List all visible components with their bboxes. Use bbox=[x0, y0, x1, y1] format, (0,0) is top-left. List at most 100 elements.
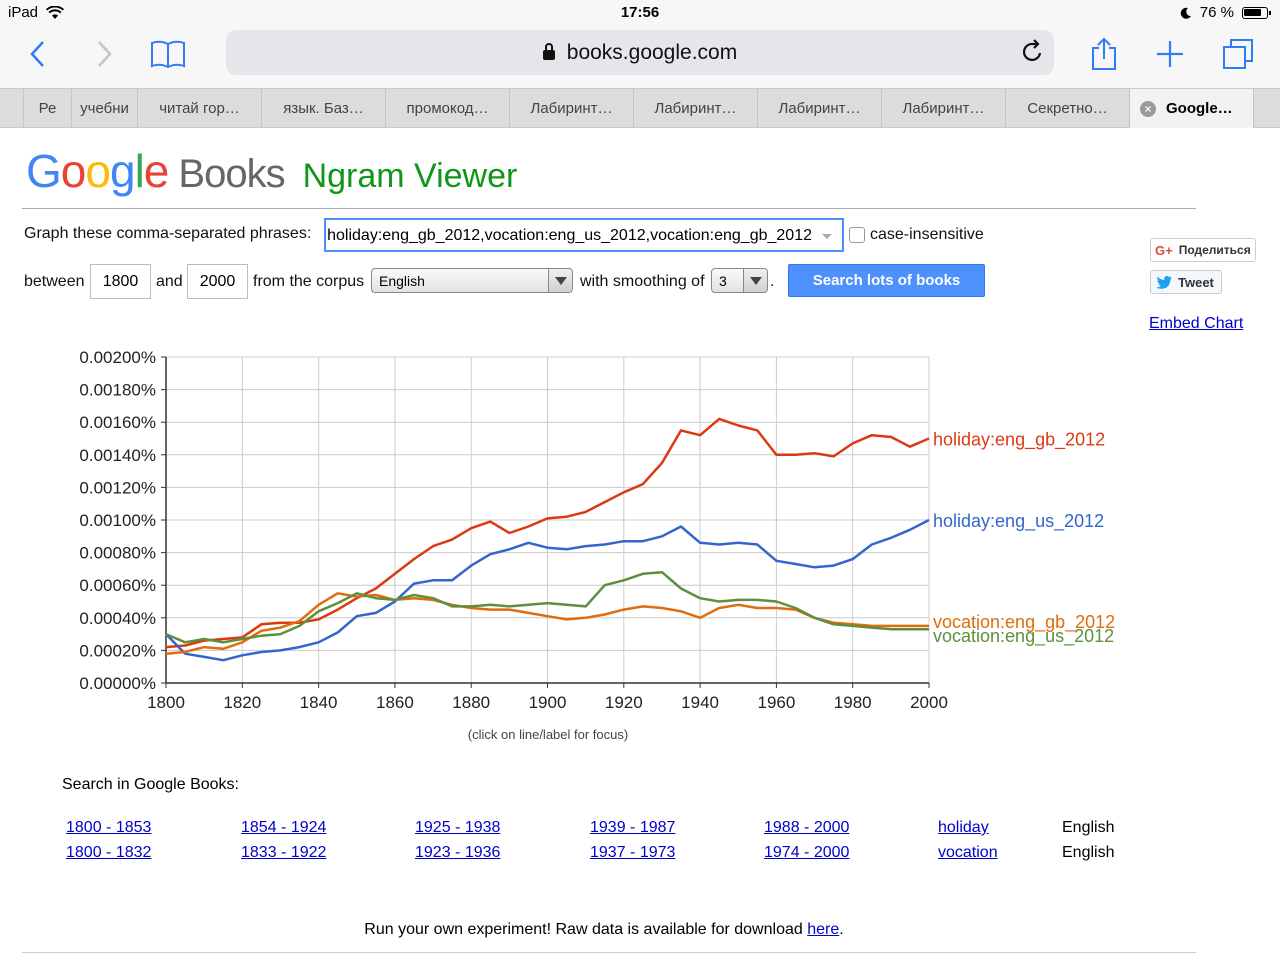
browser-tab[interactable]: Лабиринт… bbox=[510, 89, 634, 128]
y-tick-label: 0.00000% bbox=[79, 674, 156, 693]
bookmarks-icon[interactable] bbox=[148, 34, 188, 74]
corpus-select[interactable]: English bbox=[371, 268, 573, 293]
footer-text: Run your own experiment! Raw data is ava… bbox=[0, 921, 1208, 939]
google-wordmark: Google bbox=[26, 145, 169, 197]
tab-label: читай гор… bbox=[159, 100, 240, 117]
year-range-link[interactable]: 1937 - 1973 bbox=[590, 844, 676, 861]
browser-tab[interactable]: язык. Баз… bbox=[262, 89, 386, 128]
google-plus-share-button[interactable]: G+ Поделиться bbox=[1150, 238, 1256, 262]
browser-tab[interactable]: Ре bbox=[24, 89, 72, 128]
new-tab-icon[interactable] bbox=[1150, 34, 1190, 74]
phrases-input[interactable]: holiday:eng_gb_2012,vocation:eng_us_2012… bbox=[324, 218, 844, 252]
browser-tab[interactable]: учебни bbox=[72, 89, 138, 128]
reload-icon[interactable] bbox=[1022, 39, 1044, 63]
header-divider bbox=[22, 208, 1196, 209]
y-tick-label: 0.00180% bbox=[79, 381, 156, 400]
year-range-link[interactable]: 1854 - 1924 bbox=[241, 819, 327, 836]
browser-tab[interactable]: Лабиринт… bbox=[634, 89, 758, 128]
x-tick-label: 1820 bbox=[223, 693, 261, 712]
x-tick-label: 1940 bbox=[681, 693, 719, 712]
series-line[interactable] bbox=[165, 570, 929, 644]
books-wordmark: Books bbox=[178, 152, 285, 196]
footer-divider bbox=[22, 952, 1196, 953]
case-insensitive-checkbox[interactable] bbox=[849, 227, 865, 243]
search-button[interactable]: Search lots of books bbox=[788, 264, 985, 297]
close-tab-icon[interactable]: × bbox=[1140, 100, 1156, 117]
tweet-button[interactable]: Tweet bbox=[1150, 270, 1222, 294]
y-tick-label: 0.00200% bbox=[79, 348, 156, 367]
series-line[interactable] bbox=[165, 518, 930, 662]
browser-tab[interactable]: × Google… bbox=[1130, 89, 1254, 128]
footer-message: Run your own experiment! Raw data is ava… bbox=[364, 921, 808, 938]
year-range-link[interactable]: 1800 - 1832 bbox=[66, 844, 152, 861]
x-tick-label: 1800 bbox=[147, 693, 185, 712]
year-range-link[interactable]: 1974 - 2000 bbox=[764, 844, 850, 861]
status-time: 17:56 bbox=[620, 4, 660, 21]
year-range-link[interactable]: 1939 - 1987 bbox=[590, 819, 676, 836]
y-tick-label: 0.00060% bbox=[79, 576, 156, 595]
battery-icon bbox=[1242, 6, 1271, 19]
tab-label: промокод… bbox=[406, 100, 489, 117]
year-range-link[interactable]: 1833 - 1922 bbox=[241, 844, 327, 861]
share-label: Поделиться bbox=[1178, 243, 1251, 257]
x-tick-label: 1880 bbox=[452, 693, 490, 712]
y-tick-label: 0.00100% bbox=[79, 511, 156, 530]
year-range-link[interactable]: 1800 - 1853 bbox=[66, 819, 152, 836]
series-label[interactable]: holiday:eng_us_2012 bbox=[933, 511, 1104, 532]
corpus-value: English bbox=[379, 272, 425, 289]
y-tick-label: 0.00120% bbox=[79, 478, 156, 497]
search-in-heading: Search in Google Books: bbox=[62, 776, 239, 793]
case-insensitive-label: case-insensitive bbox=[870, 226, 984, 243]
ngram-chart[interactable]: 1800 1820 1840 1860 1880 1900 1920 1940 1960 1980… bbox=[40, 340, 1140, 720]
browser-tab[interactable]: Секретно… bbox=[1006, 89, 1130, 128]
smoothing-period: . bbox=[770, 273, 775, 290]
tab-label: Секретно… bbox=[1027, 100, 1108, 117]
twitter-bird-icon bbox=[1156, 275, 1172, 289]
forward-icon[interactable] bbox=[84, 34, 124, 74]
x-tick-label: 1920 bbox=[605, 693, 643, 712]
footer-period: . bbox=[839, 921, 844, 938]
term-link[interactable]: holiday bbox=[938, 819, 989, 836]
tweet-label: Tweet bbox=[1178, 274, 1214, 290]
dropdown-caret-icon bbox=[822, 234, 832, 239]
google-books-logo[interactable]: Google Books Ngram Viewer bbox=[26, 144, 517, 204]
device-name: iPad bbox=[8, 4, 39, 21]
x-tick-label: 1860 bbox=[376, 693, 414, 712]
series-label[interactable]: vocation:eng_gb_2012 bbox=[933, 612, 1115, 633]
tab-label: учебни bbox=[80, 100, 129, 117]
address-bar[interactable]: books.google.com bbox=[226, 30, 1054, 75]
embed-chart-link[interactable]: Embed Chart bbox=[1149, 315, 1244, 332]
tab-label: Ре bbox=[38, 100, 57, 117]
tab-label: язык. Баз… bbox=[283, 100, 364, 117]
x-tick-label: 1900 bbox=[529, 693, 567, 712]
share-icon[interactable] bbox=[1084, 34, 1124, 74]
tab-label: Лабиринт… bbox=[654, 100, 737, 117]
tab-label: Лабиринт… bbox=[902, 100, 985, 117]
url-text: books.google.com bbox=[566, 40, 738, 64]
corpus-label: from the corpus bbox=[253, 273, 365, 290]
google-plus-icon: G+ bbox=[1155, 242, 1173, 258]
battery-percent: 76 % bbox=[1199, 4, 1234, 21]
end-year-input[interactable]: 2000 bbox=[187, 264, 248, 299]
series-label[interactable]: vocation:eng_us_2012 bbox=[933, 626, 1114, 647]
tab-label: Лабиринт… bbox=[778, 100, 861, 117]
browser-tab[interactable]: читай гор… bbox=[138, 89, 262, 128]
phrases-value: holiday:eng_gb_2012,vocation:eng_us_2012… bbox=[327, 227, 812, 244]
wifi-icon bbox=[46, 5, 65, 19]
back-icon[interactable] bbox=[18, 34, 58, 74]
tabs-overview-icon[interactable] bbox=[1218, 34, 1258, 74]
term-link[interactable]: vocation bbox=[938, 844, 998, 861]
series-label[interactable]: holiday:eng_gb_2012 bbox=[933, 430, 1105, 451]
year-range-link[interactable]: 1988 - 2000 bbox=[764, 819, 850, 836]
year-range-link[interactable]: 1923 - 1936 bbox=[415, 844, 501, 861]
language-label: English bbox=[1062, 819, 1115, 836]
download-here-link[interactable]: here bbox=[807, 921, 840, 938]
browser-tab[interactable]: Лабиринт… bbox=[882, 89, 1006, 128]
and-label: and bbox=[156, 273, 183, 290]
smoothing-select[interactable]: 3 bbox=[711, 268, 768, 293]
year-range-link[interactable]: 1925 - 1938 bbox=[415, 819, 501, 836]
browser-tab[interactable]: промокод… bbox=[386, 89, 510, 128]
start-year-input[interactable]: 1800 bbox=[90, 264, 151, 299]
ngram-viewer-title: Ngram Viewer bbox=[302, 157, 518, 195]
browser-tab[interactable]: Лабиринт… bbox=[758, 89, 882, 128]
